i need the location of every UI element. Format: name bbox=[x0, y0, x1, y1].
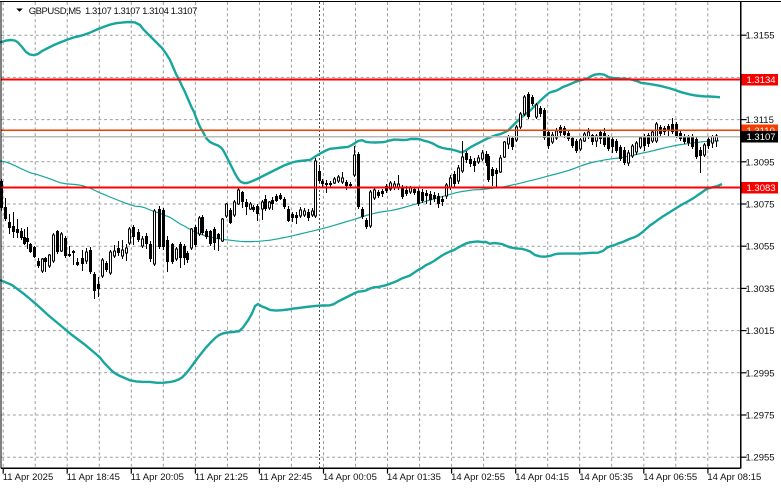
svg-text:14 Apr 06:55: 14 Apr 06:55 bbox=[643, 472, 697, 483]
svg-text:14 Apr 04:15: 14 Apr 04:15 bbox=[515, 472, 569, 483]
svg-text:14 Apr 08:15: 14 Apr 08:15 bbox=[707, 472, 761, 483]
svg-text:11 Apr 21:25: 11 Apr 21:25 bbox=[195, 472, 248, 483]
svg-text:14 Apr 00:05: 14 Apr 00:05 bbox=[323, 472, 377, 483]
svg-text:11 Apr 22:45: 11 Apr 22:45 bbox=[259, 472, 312, 483]
svg-text:1.2995: 1.2995 bbox=[746, 368, 775, 379]
svg-text:1.3155: 1.3155 bbox=[746, 31, 775, 42]
svg-text:GBPUSD,M5 1.3107 1.3107 1.310: GBPUSD,M5 1.3107 1.3107 1.3104 1.3107 bbox=[29, 6, 197, 17]
svg-text:1.2975: 1.2975 bbox=[746, 411, 775, 422]
svg-text:1.3095: 1.3095 bbox=[746, 157, 775, 168]
svg-text:1.3083: 1.3083 bbox=[747, 183, 776, 194]
svg-text:11 Apr 2025: 11 Apr 2025 bbox=[3, 472, 54, 483]
svg-text:14 Apr 01:35: 14 Apr 01:35 bbox=[387, 472, 441, 483]
svg-text:1.3075: 1.3075 bbox=[746, 200, 775, 211]
svg-text:14 Apr 02:55: 14 Apr 02:55 bbox=[451, 472, 505, 483]
svg-text:1.2955: 1.2955 bbox=[746, 453, 775, 464]
svg-text:14 Apr 05:35: 14 Apr 05:35 bbox=[579, 472, 633, 483]
svg-text:1.3015: 1.3015 bbox=[746, 326, 775, 337]
svg-text:1.3115: 1.3115 bbox=[746, 115, 774, 126]
svg-text:11 Apr 18:45: 11 Apr 18:45 bbox=[67, 472, 120, 483]
svg-text:1.3055: 1.3055 bbox=[746, 242, 775, 253]
svg-text:11 Apr 20:05: 11 Apr 20:05 bbox=[131, 472, 184, 483]
svg-text:1.3107: 1.3107 bbox=[747, 132, 776, 143]
svg-text:1.3134: 1.3134 bbox=[747, 75, 776, 86]
svg-text:1.3035: 1.3035 bbox=[746, 284, 775, 295]
